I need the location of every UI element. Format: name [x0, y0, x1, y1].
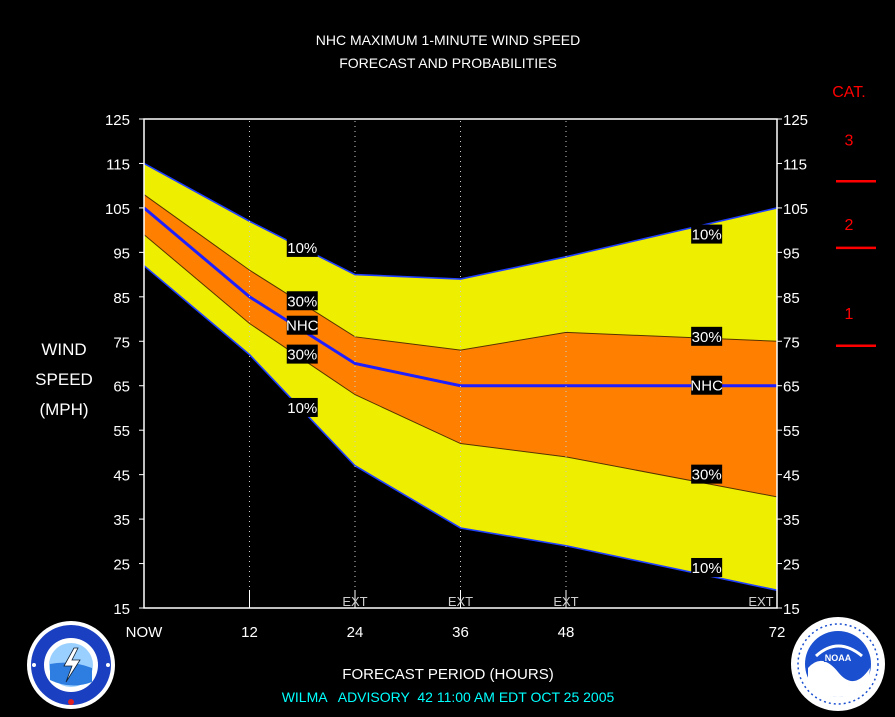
- y-tick-label-right: 35: [783, 512, 800, 529]
- y-axis-label: WIND SPEED (MPH): [35, 340, 93, 419]
- category-label: 2: [845, 217, 854, 234]
- annotation-box: [286, 344, 318, 364]
- y-tick-label-right: 85: [783, 290, 800, 307]
- ext-label: EXT: [342, 594, 367, 609]
- y-axis-label-line: WIND: [41, 340, 86, 359]
- y-tick-label-right: 75: [783, 334, 800, 351]
- series-line-lower-10: [143, 265, 778, 592]
- y-tick-label-left: 125: [105, 112, 130, 129]
- category-label: 1: [845, 306, 854, 323]
- category-label: 3: [845, 132, 854, 149]
- x-tick-label: NOW: [126, 624, 164, 641]
- y-tick-label-left: 25: [113, 557, 130, 574]
- x-tick-label: 72: [769, 624, 786, 641]
- annotation-box: [691, 326, 723, 346]
- annotation-box: [691, 464, 723, 484]
- nws-logo: [26, 620, 116, 715]
- annotation-label: 30%: [287, 347, 317, 364]
- y-tick-label-left: 75: [113, 334, 130, 351]
- ext-label: EXT: [553, 594, 578, 609]
- x-tick-label: 12: [241, 624, 258, 641]
- annotation-label: NHC: [690, 378, 723, 395]
- annotation-label: 30%: [287, 293, 317, 310]
- chart-title: NHC MAXIMUM 1-MINUTE WIND SPEED: [316, 32, 580, 48]
- svg-text:NOAA: NOAA: [825, 653, 852, 663]
- y-tick-label-right: 15: [783, 601, 800, 618]
- series-line-upper-30: [143, 194, 778, 351]
- annotation-label: NHC: [286, 318, 319, 335]
- series-line-nhc: [143, 206, 777, 388]
- x-axis-label: FORECAST PERIOD (HOURS): [342, 666, 553, 683]
- annotation-label: 30%: [692, 467, 722, 484]
- series-line-upper-10: [143, 162, 778, 280]
- advisory-label: ADVISORY: [338, 689, 411, 705]
- y-tick-label-right: 125: [783, 112, 808, 129]
- annotation-box: [286, 397, 318, 417]
- series-line-lower-30: [143, 234, 778, 498]
- y-tick-label-right: 65: [783, 379, 800, 396]
- y-tick-label-left: 55: [113, 423, 130, 440]
- y-tick-label-left: 15: [113, 601, 130, 618]
- y-tick-label-right: 45: [783, 468, 800, 485]
- annotation-label: 10%: [287, 400, 317, 417]
- y-tick-label-right: 95: [783, 245, 800, 262]
- advisory-time: 11:00 AM EDT OCT 25 2005: [437, 689, 615, 705]
- category-scale: CAT. 3 2 1: [832, 84, 876, 347]
- ext-label: EXT: [448, 594, 473, 609]
- annotation-label: 30%: [692, 329, 722, 346]
- x-tick-label: 36: [452, 624, 469, 641]
- y-axis-label-line: (MPH): [39, 400, 88, 419]
- advisory-number: 42: [417, 689, 433, 705]
- y-tick-label-right: 55: [783, 423, 800, 440]
- y-tick-label-right: 25: [783, 557, 800, 574]
- annotation-label: 10%: [287, 240, 317, 257]
- band-30-percent: [144, 194, 777, 497]
- annotation-box: [691, 375, 723, 395]
- plot-area: 10% 30% NHC 30% 10% 10% 30% NHC 30% 10%: [143, 121, 778, 606]
- y-tick-label-right: 105: [783, 201, 808, 218]
- y-tick-label-left: 65: [113, 379, 130, 396]
- y-tick-label-left: 115: [106, 156, 130, 173]
- annotation-label: 10%: [692, 560, 722, 577]
- ext-label: EXT: [748, 594, 773, 609]
- annotation-box: [286, 291, 318, 311]
- y-tick-label-left: 45: [113, 468, 130, 485]
- noaa-logo: NOAA: [790, 616, 886, 717]
- annotation-box: [691, 224, 723, 244]
- category-title: CAT.: [832, 84, 865, 101]
- y-tick-label-left: 35: [113, 512, 130, 529]
- x-tick-label: 48: [558, 624, 575, 641]
- annotation-box: [286, 315, 318, 335]
- annotation-box: [286, 237, 318, 257]
- y-tick-label-left: 105: [105, 201, 130, 218]
- x-tick-label: 24: [347, 624, 364, 641]
- y-tick-label-right: 115: [783, 156, 807, 173]
- annotation-label: 10%: [692, 227, 722, 244]
- y-tick-label-left: 95: [113, 245, 130, 262]
- annotation-box: [691, 557, 723, 577]
- chart-subtitle: FORECAST AND PROBABILITIES: [339, 55, 557, 71]
- advisory-footer: WILMA ADVISORY 42 11:00 AM EDT OCT 25 20…: [282, 689, 615, 705]
- y-axis-label-line: SPEED: [35, 370, 93, 389]
- axes: 15 15 25 25 35 35 45 45 55 55 65 65 75 75 85 85 95 95 105 1…: [105, 112, 808, 641]
- storm-name: WILMA: [282, 689, 329, 705]
- y-tick-label-left: 85: [113, 290, 130, 307]
